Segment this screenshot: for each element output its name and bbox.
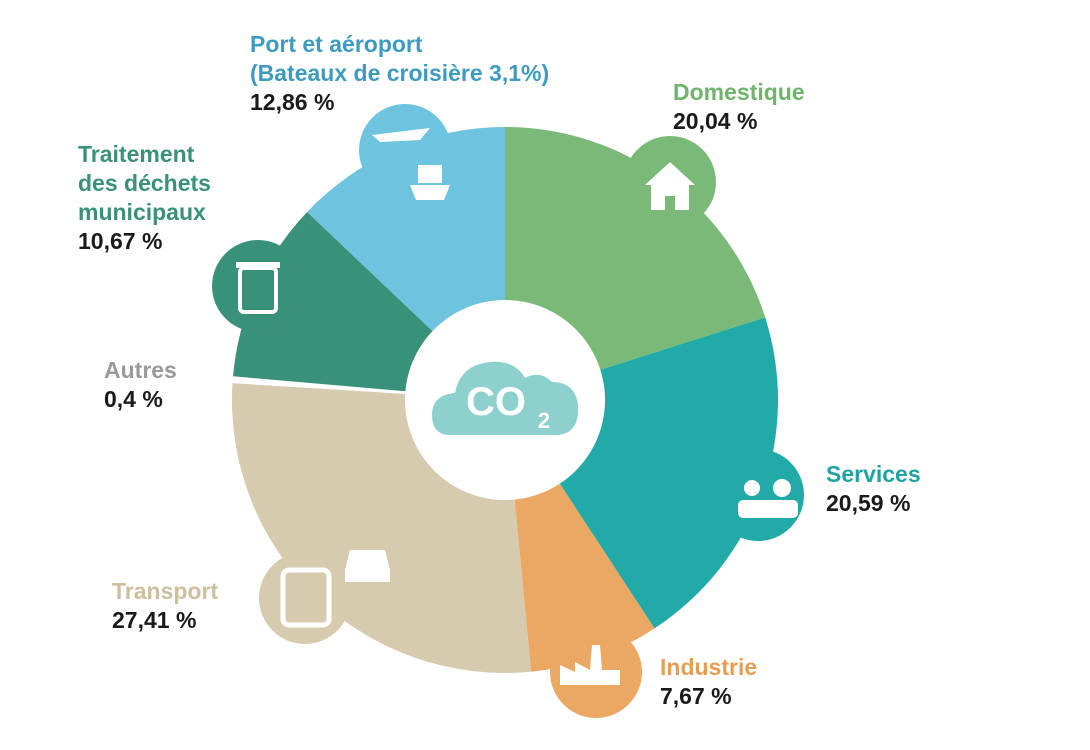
value-label: 12,86 %: [250, 89, 335, 115]
center-label: CO: [466, 380, 526, 424]
category-label: Transport: [112, 578, 219, 604]
value-label: 20,04 %: [673, 108, 758, 134]
person-icon: [773, 479, 791, 497]
category-label: Traitement des déchets municipaux: [78, 141, 211, 225]
value-label: 0,4 %: [104, 386, 163, 412]
bin-lid: [236, 262, 280, 268]
ship-icon: [410, 165, 450, 200]
icons: [236, 128, 798, 685]
car-icon: [345, 550, 390, 582]
value-label: 20,59 %: [826, 490, 911, 516]
category-label: Domestique: [673, 79, 805, 105]
icon-badge: [212, 240, 304, 332]
desk-icon: [738, 500, 798, 518]
center-label-sub: 2: [538, 408, 550, 433]
category-label: Services: [826, 461, 921, 487]
plane-icon: [372, 128, 430, 142]
co2-cloud: [432, 361, 579, 435]
category-label: Autres: [104, 357, 177, 383]
icon-badge: [712, 449, 804, 541]
bus-icon: [280, 567, 332, 628]
icon-badge: [259, 552, 351, 644]
person-icon: [744, 480, 760, 496]
factory-icon: [560, 645, 620, 685]
value-label: 27,41 %: [112, 607, 197, 633]
category-label: Industrie: [660, 654, 758, 680]
category-label: Port et aéroport (Bateaux de croisière 3…: [250, 31, 550, 86]
value-label: 7,67 %: [660, 683, 732, 709]
house-icon: [645, 162, 695, 210]
value-label: 10,67 %: [78, 228, 163, 254]
